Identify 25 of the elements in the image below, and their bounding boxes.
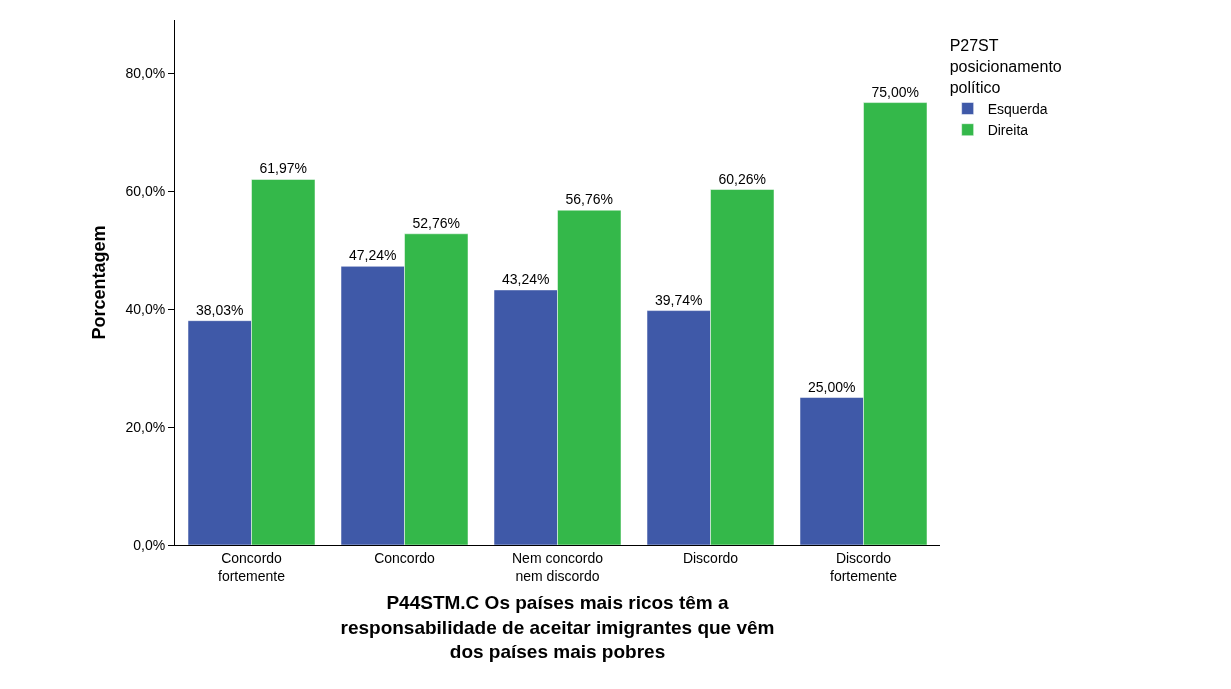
- y-tick-label: 80,0%: [125, 64, 166, 81]
- x-tick-label: Concordo fortemente: [218, 549, 286, 584]
- data-label: 38,03%: [196, 301, 244, 318]
- y-axis-title: Porcentagem: [88, 225, 109, 340]
- data-label: 52,76%: [412, 214, 460, 231]
- data-label: 60,26%: [718, 170, 766, 187]
- y-tick-label: 0,0%: [133, 536, 166, 553]
- y-tick-label: 20,0%: [125, 418, 166, 435]
- legend-label: Esquerda: [987, 100, 1048, 117]
- y-tick-label: 40,0%: [125, 300, 166, 317]
- data-label: 61,97%: [259, 160, 307, 177]
- x-axis-title: P44STM.C Os países mais ricos têm a responsabilidade de aceitar imigrantes que vêm dos países mais pobres: [340, 591, 775, 663]
- data-label: 43,24%: [502, 270, 550, 287]
- data-label: 47,24%: [349, 247, 397, 264]
- legend-title: P27ST posicionamento político: [949, 37, 1062, 96]
- x-tick-label: Discordo fortemente: [830, 549, 898, 584]
- data-label: 39,74%: [655, 291, 703, 308]
- x-tick-label: Concordo: [374, 549, 436, 566]
- x-tick-label: Discordo: [682, 549, 739, 566]
- data-label: 75,00%: [871, 83, 919, 100]
- y-tick-label: 60,0%: [125, 182, 166, 199]
- x-tick-label: Nem concordo nem discordo: [511, 549, 604, 584]
- legend-label: Direita: [987, 122, 1029, 139]
- data-label: 25,00%: [808, 378, 856, 395]
- data-label: 56,76%: [565, 191, 613, 208]
